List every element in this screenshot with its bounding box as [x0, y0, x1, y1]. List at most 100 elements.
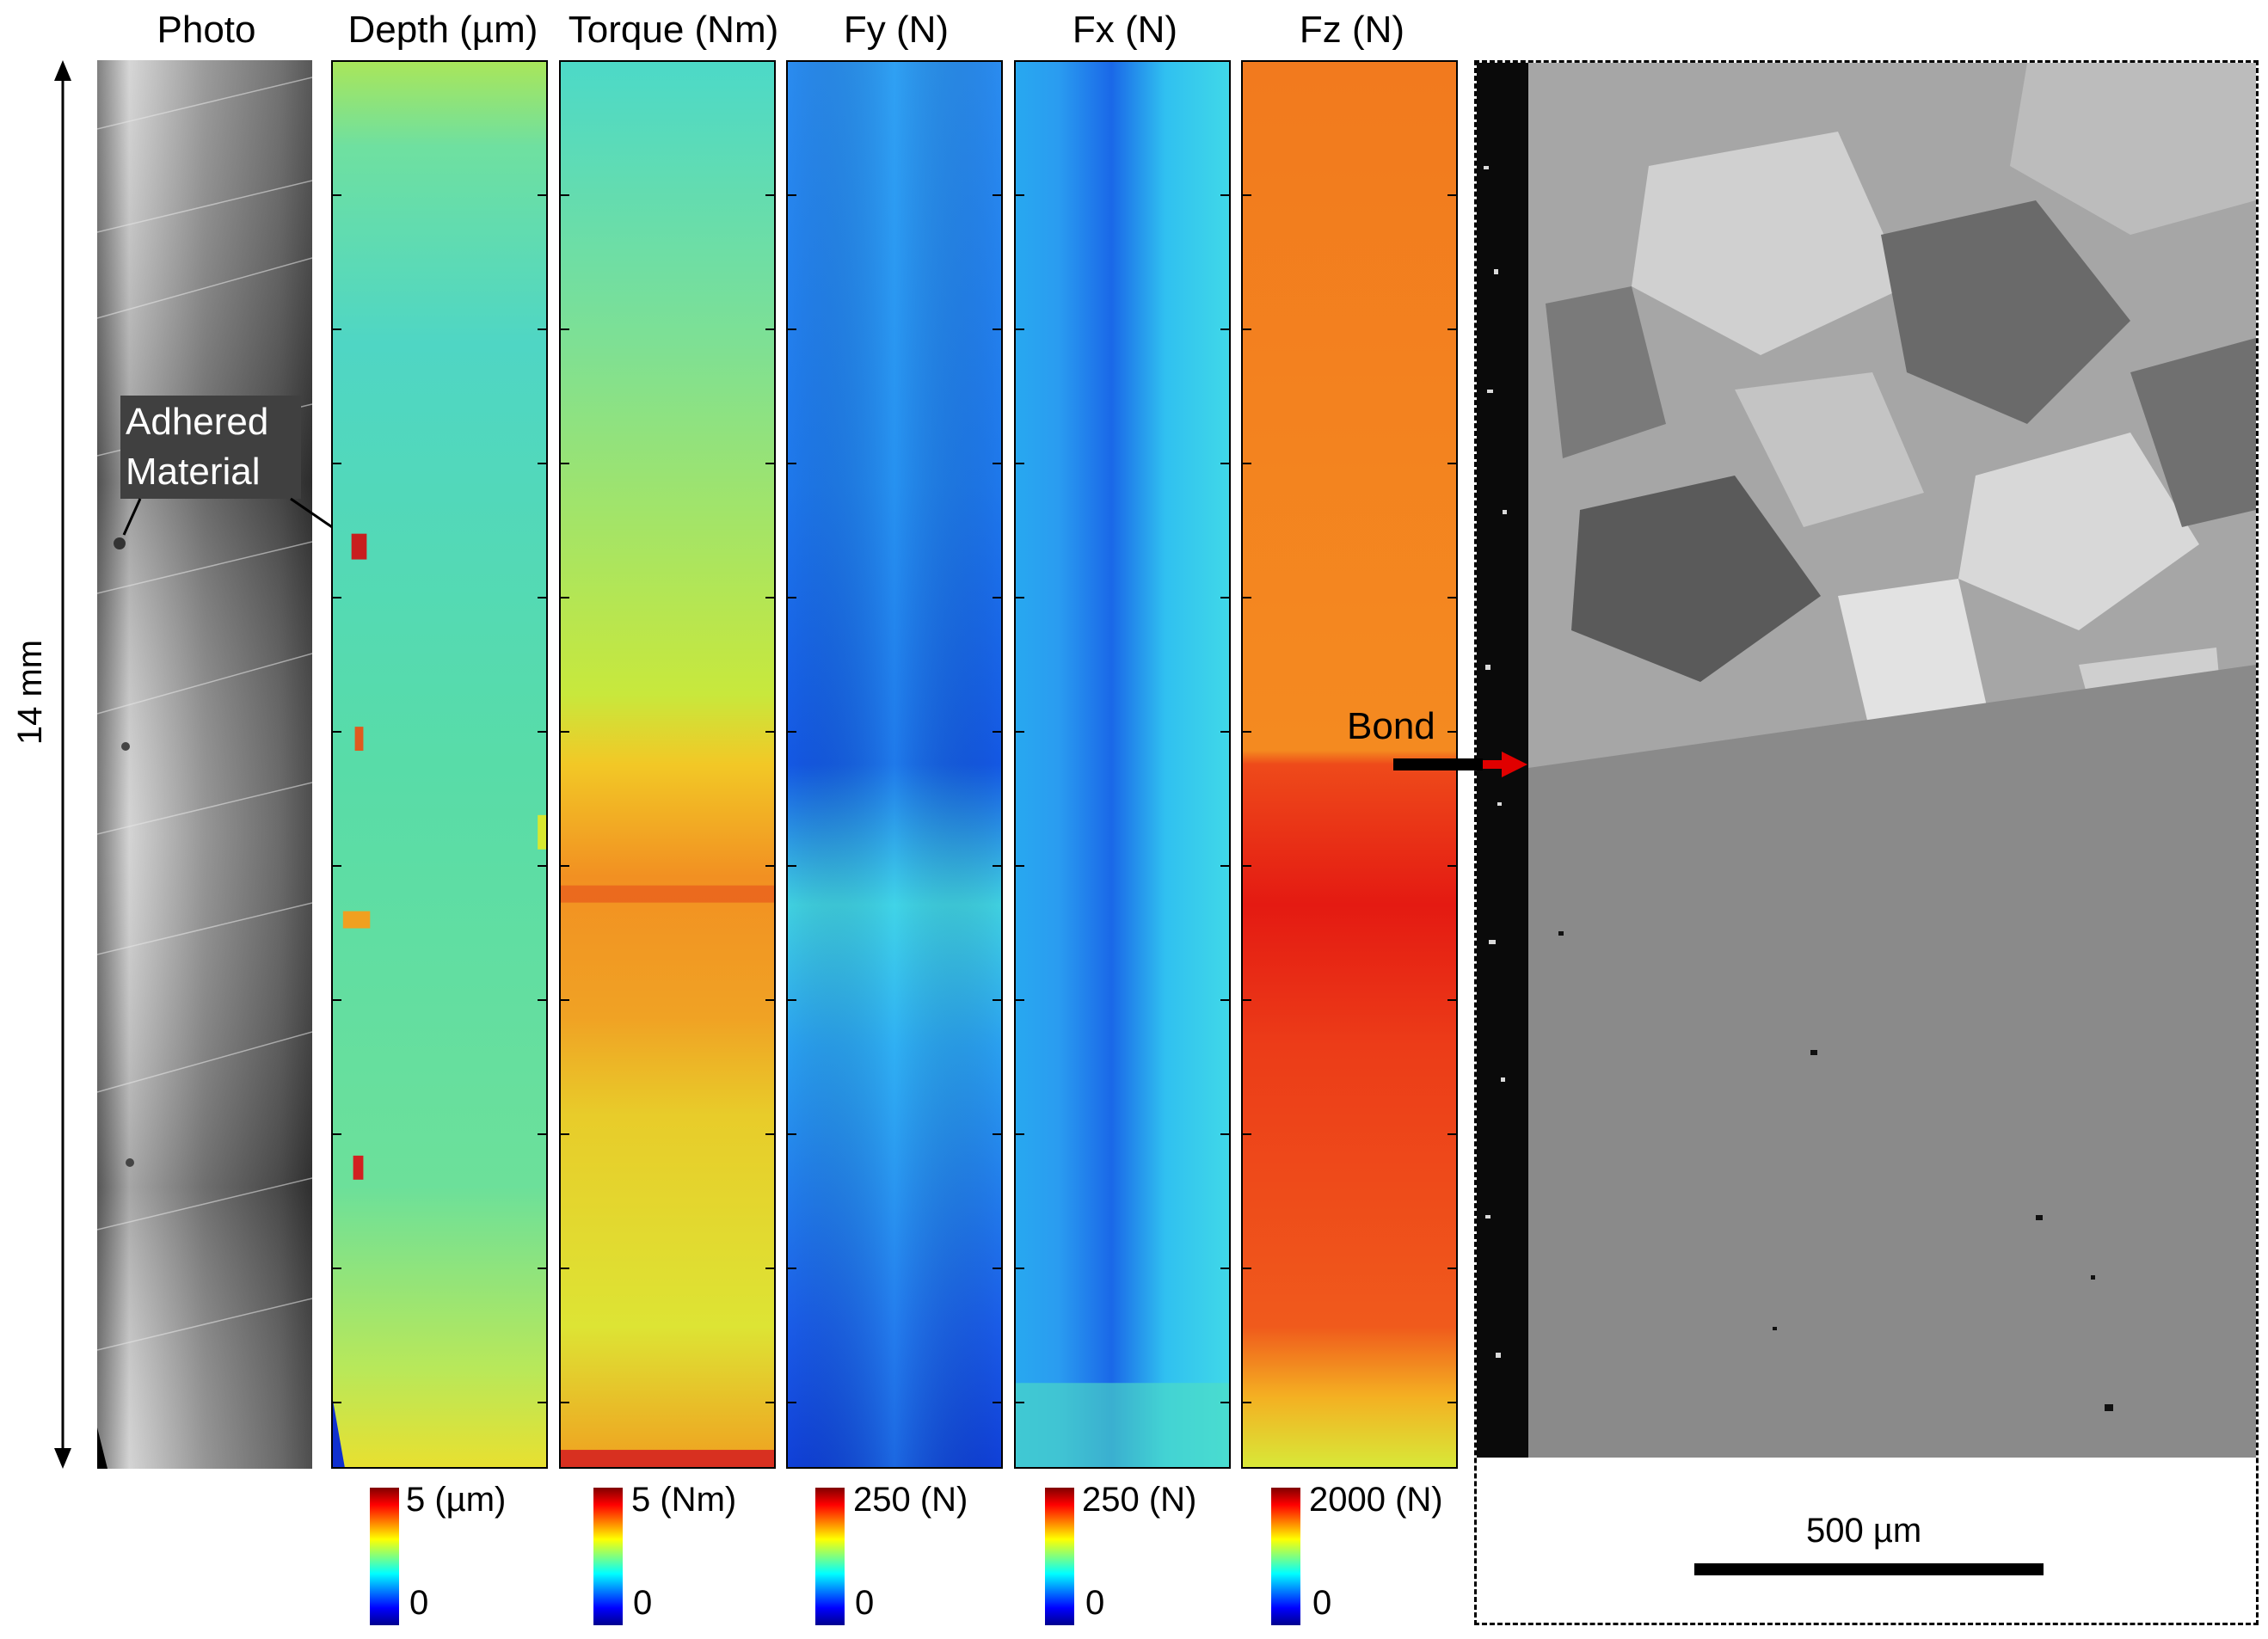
y-tick [1220, 865, 1231, 867]
fy-colorbar-max: 250 (N) [853, 1481, 968, 1519]
y-tick [993, 328, 1003, 330]
y-tick [786, 1268, 796, 1269]
y-tick [559, 1402, 569, 1403]
y-tick [331, 731, 341, 733]
photo-title: Photo [157, 9, 256, 51]
y-tick [1220, 194, 1231, 196]
y-tick [538, 1268, 548, 1269]
depth-colorbar [370, 1488, 399, 1625]
fy-title: Fy (N) [843, 9, 950, 51]
y-tick [559, 194, 569, 196]
y-tick [786, 194, 796, 196]
y-tick [538, 999, 548, 1001]
micrograph-image [1477, 63, 2256, 1458]
y-tick [765, 999, 776, 1001]
y-tick [1241, 865, 1251, 867]
y-tick [538, 731, 548, 733]
depth-map [331, 60, 548, 1469]
y-tick [1014, 1402, 1024, 1403]
y-tick [1014, 731, 1024, 733]
fy-colorbar [815, 1488, 845, 1625]
y-tick [1241, 1133, 1251, 1135]
y-tick [559, 1133, 569, 1135]
adhered-line-2: Material [126, 451, 261, 493]
y-tick [765, 1268, 776, 1269]
y-tick [786, 1402, 796, 1403]
y-tick [1241, 194, 1251, 196]
y-tick [331, 1268, 341, 1269]
y-tick [538, 1402, 548, 1403]
y-tick [1447, 597, 1458, 599]
fx-map [1014, 60, 1231, 1469]
y-tick [786, 865, 796, 867]
y-tick [538, 328, 548, 330]
y-tick [559, 731, 569, 733]
y-tick [993, 865, 1003, 867]
y-tick [1220, 463, 1231, 464]
length-arrow [50, 60, 76, 1469]
y-tick [1447, 1402, 1458, 1403]
fy-colorbar-min: 0 [855, 1584, 875, 1622]
y-tick [1447, 1268, 1458, 1269]
bond-arrow [1393, 752, 1527, 777]
y-tick [538, 1133, 548, 1135]
y-tick [1014, 1133, 1024, 1135]
y-tick [765, 731, 776, 733]
y-tick [993, 1268, 1003, 1269]
y-tick [786, 731, 796, 733]
y-tick [786, 1133, 796, 1135]
y-tick [993, 1133, 1003, 1135]
y-tick [1447, 999, 1458, 1001]
y-tick [538, 463, 548, 464]
y-tick [1014, 1268, 1024, 1269]
torque-colorbar-min: 0 [633, 1584, 653, 1622]
y-tick [559, 865, 569, 867]
y-tick [331, 597, 341, 599]
y-tick [993, 731, 1003, 733]
y-tick [1447, 328, 1458, 330]
y-tick [1014, 328, 1024, 330]
torque-colorbar-max: 5 (Nm) [631, 1481, 737, 1519]
y-tick [1220, 1133, 1231, 1135]
y-tick [331, 328, 341, 330]
y-tick [786, 999, 796, 1001]
torque-title: Torque (Nm) [568, 9, 779, 51]
y-tick [993, 194, 1003, 196]
y-tick [1241, 1268, 1251, 1269]
photo-panel [97, 60, 312, 1469]
y-tick [1014, 999, 1024, 1001]
y-tick [1241, 999, 1251, 1001]
depth-colorbar-max: 5 (µm) [406, 1481, 507, 1519]
y-tick [765, 865, 776, 867]
y-tick [538, 865, 548, 867]
depth-colorbar-min: 0 [409, 1584, 429, 1622]
y-tick [538, 194, 548, 196]
y-tick [786, 328, 796, 330]
y-tick [559, 597, 569, 599]
y-tick [1241, 731, 1251, 733]
y-tick [1014, 463, 1024, 464]
y-tick [331, 194, 341, 196]
y-tick [765, 1133, 776, 1135]
torque-colorbar [593, 1488, 623, 1625]
fx-colorbar-max: 250 (N) [1082, 1481, 1197, 1519]
torque-map [559, 60, 776, 1469]
fz-colorbar [1271, 1488, 1300, 1625]
y-tick [786, 463, 796, 464]
fz-title: Fz (N) [1299, 9, 1405, 51]
y-tick [1241, 463, 1251, 464]
fz-colorbar-min: 0 [1312, 1584, 1332, 1622]
y-tick [765, 463, 776, 464]
y-tick [765, 597, 776, 599]
y-tick [1241, 328, 1251, 330]
y-tick [1447, 865, 1458, 867]
y-tick [1014, 865, 1024, 867]
y-tick [1447, 463, 1458, 464]
y-tick [331, 463, 341, 464]
fy-map [786, 60, 1003, 1469]
y-tick [538, 597, 548, 599]
y-tick [1014, 597, 1024, 599]
y-tick [331, 1402, 341, 1403]
y-tick [993, 463, 1003, 464]
scale-bar [1694, 1563, 2044, 1575]
